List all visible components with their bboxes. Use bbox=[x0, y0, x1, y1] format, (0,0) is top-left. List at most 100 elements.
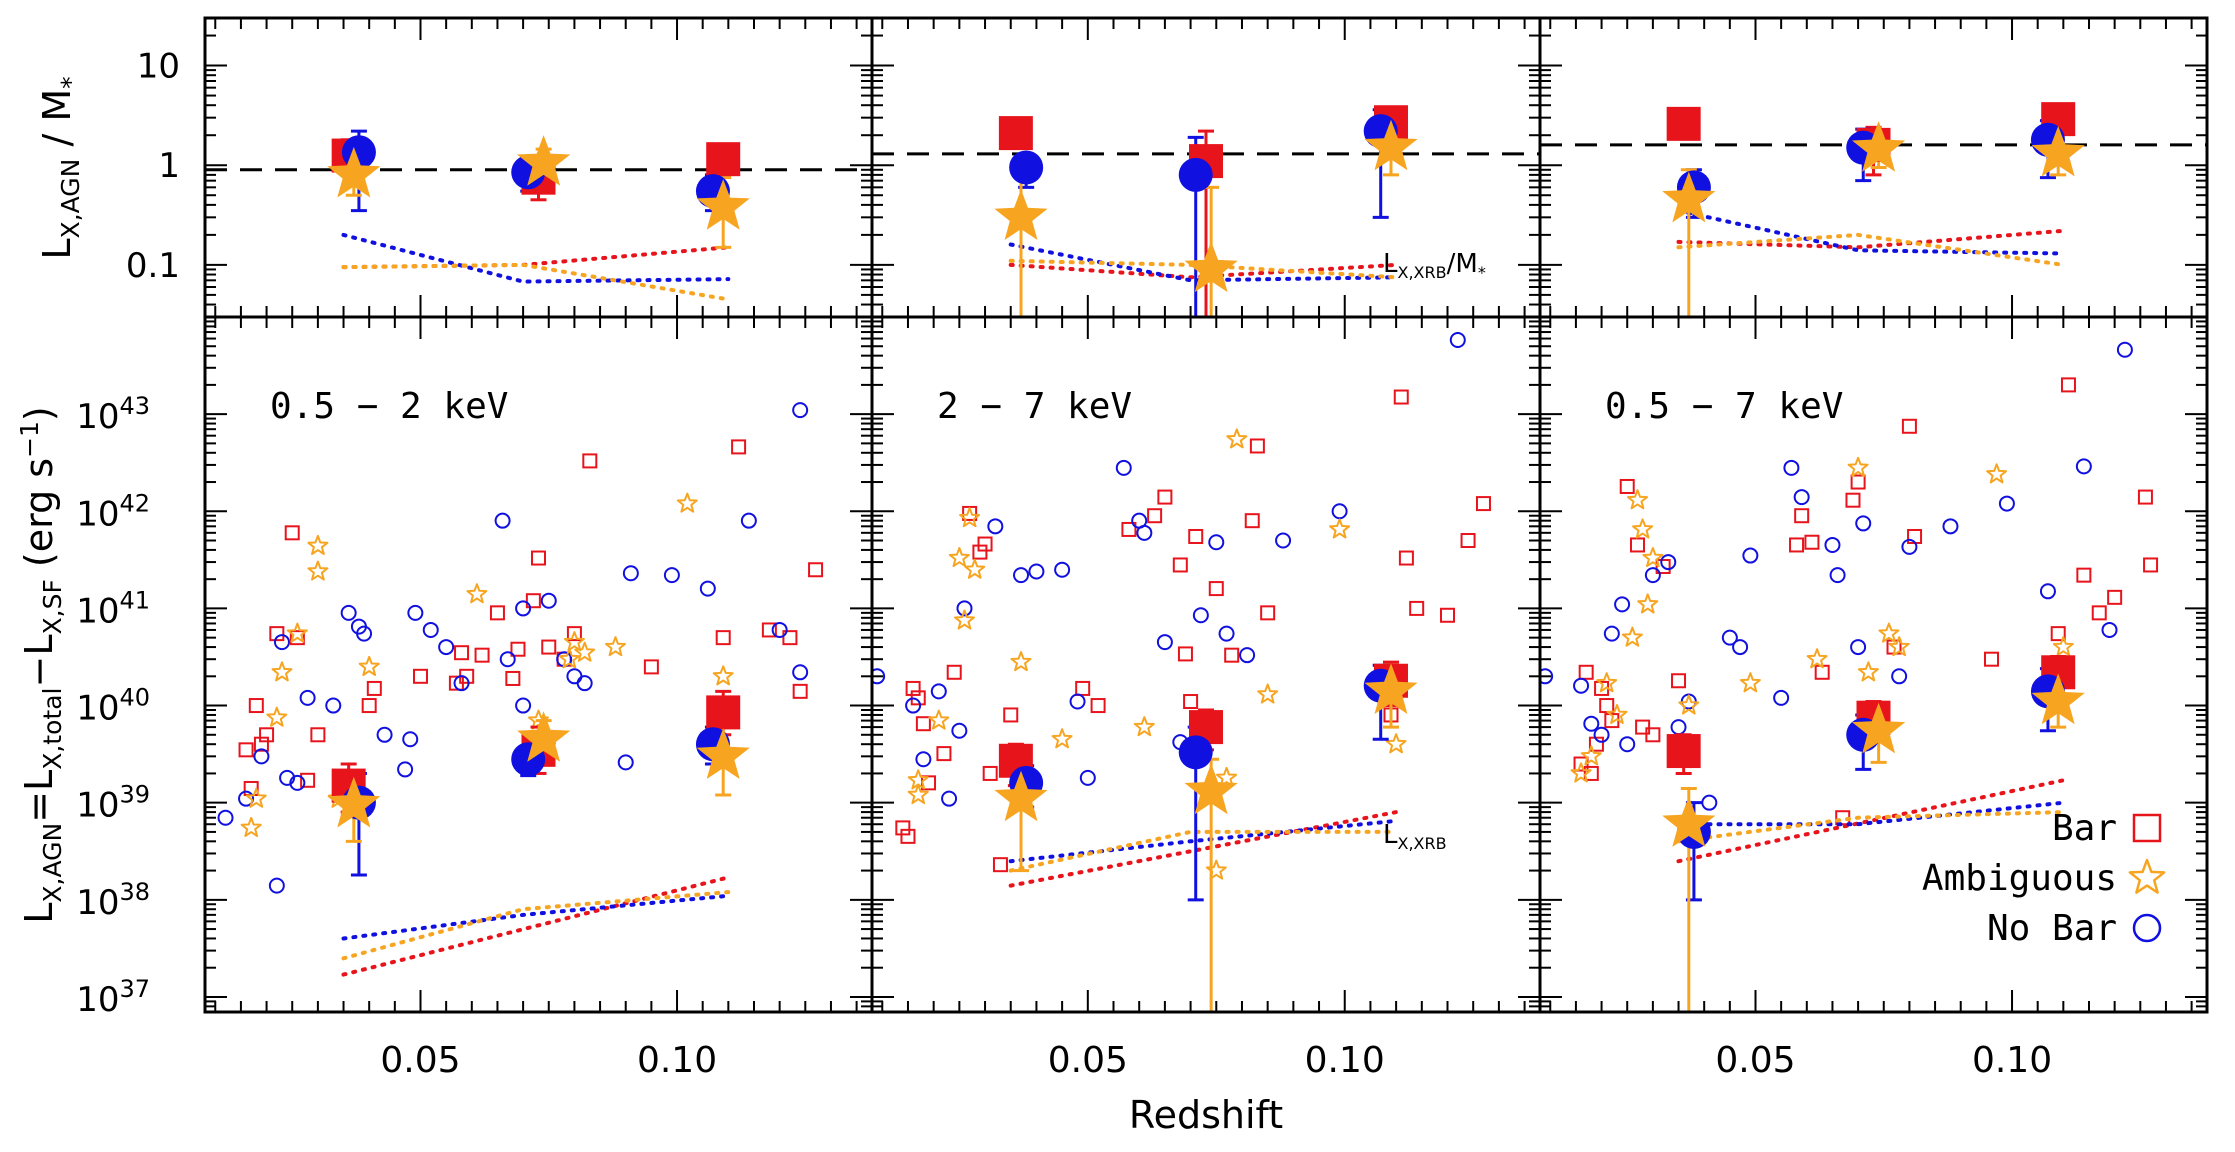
bar-galaxy-point bbox=[972, 544, 988, 560]
nobar-galaxy-point bbox=[1583, 715, 1600, 732]
ambiguous-galaxy-point bbox=[1847, 456, 1869, 477]
mean-ambiguous-star bbox=[1662, 796, 1716, 847]
mean-markers-top-0 bbox=[327, 129, 750, 249]
mean-ambiguous-star bbox=[994, 770, 1048, 822]
nobar-galaxy-point bbox=[1218, 625, 1235, 642]
mean-markers-bottom-0 bbox=[327, 689, 750, 877]
mean-nobar-circle bbox=[1178, 735, 1213, 770]
ambiguous-galaxy-point bbox=[676, 492, 698, 513]
x-tick-label: 0.05 bbox=[1048, 1040, 1128, 1081]
ambiguous-galaxy-point bbox=[712, 665, 734, 686]
ambiguous-galaxy-point bbox=[307, 534, 329, 555]
nobar-galaxy-point bbox=[1850, 639, 1867, 656]
legend-circle-icon bbox=[2132, 913, 2162, 943]
bar-galaxy-point bbox=[510, 641, 526, 657]
xrb-bar-line bbox=[1008, 810, 1399, 888]
ambiguous-galaxy-point bbox=[1570, 762, 1592, 783]
nobar-galaxy-point bbox=[792, 402, 809, 419]
band-label: 0.5 − 2 keV bbox=[270, 386, 508, 427]
nobar-galaxy-point bbox=[663, 567, 680, 584]
bar-galaxy-point bbox=[1260, 605, 1276, 621]
bar-galaxy-point bbox=[1177, 646, 1193, 662]
nobar-galaxy-point bbox=[1275, 532, 1292, 549]
ambiguous-galaxy-point bbox=[1329, 518, 1351, 539]
bar-galaxy-point bbox=[643, 659, 659, 675]
bar-galaxy-point bbox=[1172, 557, 1188, 573]
bar-galaxy-point bbox=[238, 742, 254, 758]
xrb-bar-line bbox=[1676, 778, 2066, 864]
ambiguous-galaxy-point bbox=[1216, 766, 1238, 787]
bar-galaxy-point bbox=[731, 439, 747, 455]
bar-galaxy-point bbox=[1984, 651, 2000, 667]
mean-bar-square bbox=[998, 116, 1033, 151]
nobar-galaxy-point bbox=[872, 668, 886, 685]
mean-ambiguous-star bbox=[1852, 702, 1906, 754]
mean-ambiguous-star bbox=[327, 776, 381, 828]
ambiguous-galaxy-point bbox=[948, 547, 970, 568]
nobar-galaxy-point bbox=[740, 512, 757, 529]
ambiguous-galaxy-point bbox=[271, 661, 293, 682]
ambiguous-galaxy-point bbox=[1627, 489, 1648, 510]
x-tick-label: 0.10 bbox=[1972, 1040, 2052, 1081]
bar-galaxy-point bbox=[1635, 719, 1651, 735]
bar-galaxy-point bbox=[1671, 673, 1687, 689]
bar-galaxy-point bbox=[1183, 694, 1199, 710]
scatter-points-1 bbox=[872, 331, 1491, 880]
nobar-galaxy-point bbox=[1670, 719, 1687, 736]
bar-galaxy-point bbox=[1629, 537, 1645, 553]
xrb-nobar-line bbox=[1008, 818, 1399, 864]
ambiguous-galaxy-point bbox=[2052, 636, 2074, 657]
ambiguous-galaxy-point bbox=[1385, 733, 1407, 754]
bottom-y-tick-label: 1038 bbox=[76, 878, 150, 923]
nobar-galaxy-point bbox=[253, 748, 270, 765]
bar-galaxy-point bbox=[284, 525, 300, 541]
bar-galaxy-point bbox=[792, 683, 808, 699]
bar-galaxy-point bbox=[531, 550, 546, 566]
nobar-galaxy-point bbox=[515, 697, 532, 714]
legend-label: Bar bbox=[2052, 808, 2117, 849]
bar-galaxy-point bbox=[566, 626, 582, 642]
x-tick-label: 0.10 bbox=[1305, 1040, 1385, 1081]
nobar-galaxy-point bbox=[217, 809, 234, 826]
nobar-galaxy-point bbox=[987, 518, 1004, 535]
nobar-galaxy-point bbox=[1829, 567, 1846, 584]
bar-galaxy-point bbox=[1003, 707, 1019, 723]
nobar-galaxy-point bbox=[699, 580, 716, 597]
axis-ticks-top-1 bbox=[872, 17, 1540, 318]
nobar-galaxy-point bbox=[1998, 495, 2015, 512]
bar-galaxy-point bbox=[761, 622, 777, 638]
mean-bar-square bbox=[706, 142, 741, 177]
ambiguous-galaxy-point bbox=[286, 622, 308, 643]
mean-ambiguous-star bbox=[517, 711, 571, 762]
mean-ambiguous-star bbox=[994, 189, 1048, 240]
mean-ambiguous-star bbox=[517, 135, 571, 186]
ambiguous-galaxy-point bbox=[1051, 728, 1073, 749]
bar-galaxy-point bbox=[366, 680, 382, 696]
bar-galaxy-point bbox=[992, 857, 1008, 873]
ambiguous-galaxy-point bbox=[1205, 859, 1227, 880]
bar-galaxy-point bbox=[1475, 496, 1491, 512]
nobar-galaxy-point bbox=[273, 634, 290, 651]
bottom-y-tick-label: 1043 bbox=[76, 392, 150, 437]
bar-galaxy-point bbox=[2143, 557, 2159, 573]
nobar-galaxy-point bbox=[1208, 534, 1225, 551]
bar-galaxy-point bbox=[782, 630, 798, 646]
ambiguous-galaxy-point bbox=[959, 507, 981, 528]
mean-ambiguous-star bbox=[327, 146, 381, 198]
top-y-tick-label: 10 bbox=[137, 47, 180, 87]
bar-galaxy-point bbox=[300, 772, 316, 788]
xrb-ratio-nobar-line bbox=[341, 232, 731, 284]
ambiguous-galaxy-point bbox=[907, 784, 929, 805]
nobar-galaxy-point bbox=[1701, 794, 1718, 811]
mean-nobar-circle bbox=[1009, 150, 1044, 185]
nobar-galaxy-point bbox=[1773, 689, 1790, 706]
ambiguous-galaxy-point bbox=[1621, 626, 1643, 647]
nobar-galaxy-point bbox=[515, 600, 532, 617]
nobar-galaxy-point bbox=[376, 726, 393, 743]
ambiguous-galaxy-point bbox=[1739, 672, 1761, 693]
top-y-tick-label: 0.1 bbox=[126, 246, 180, 286]
x-tick-label: 0.05 bbox=[1715, 1040, 1795, 1081]
ambiguous-galaxy-point bbox=[245, 787, 267, 808]
nobar-galaxy-point bbox=[1644, 567, 1661, 584]
xrb-nobar-line bbox=[1676, 800, 2066, 827]
